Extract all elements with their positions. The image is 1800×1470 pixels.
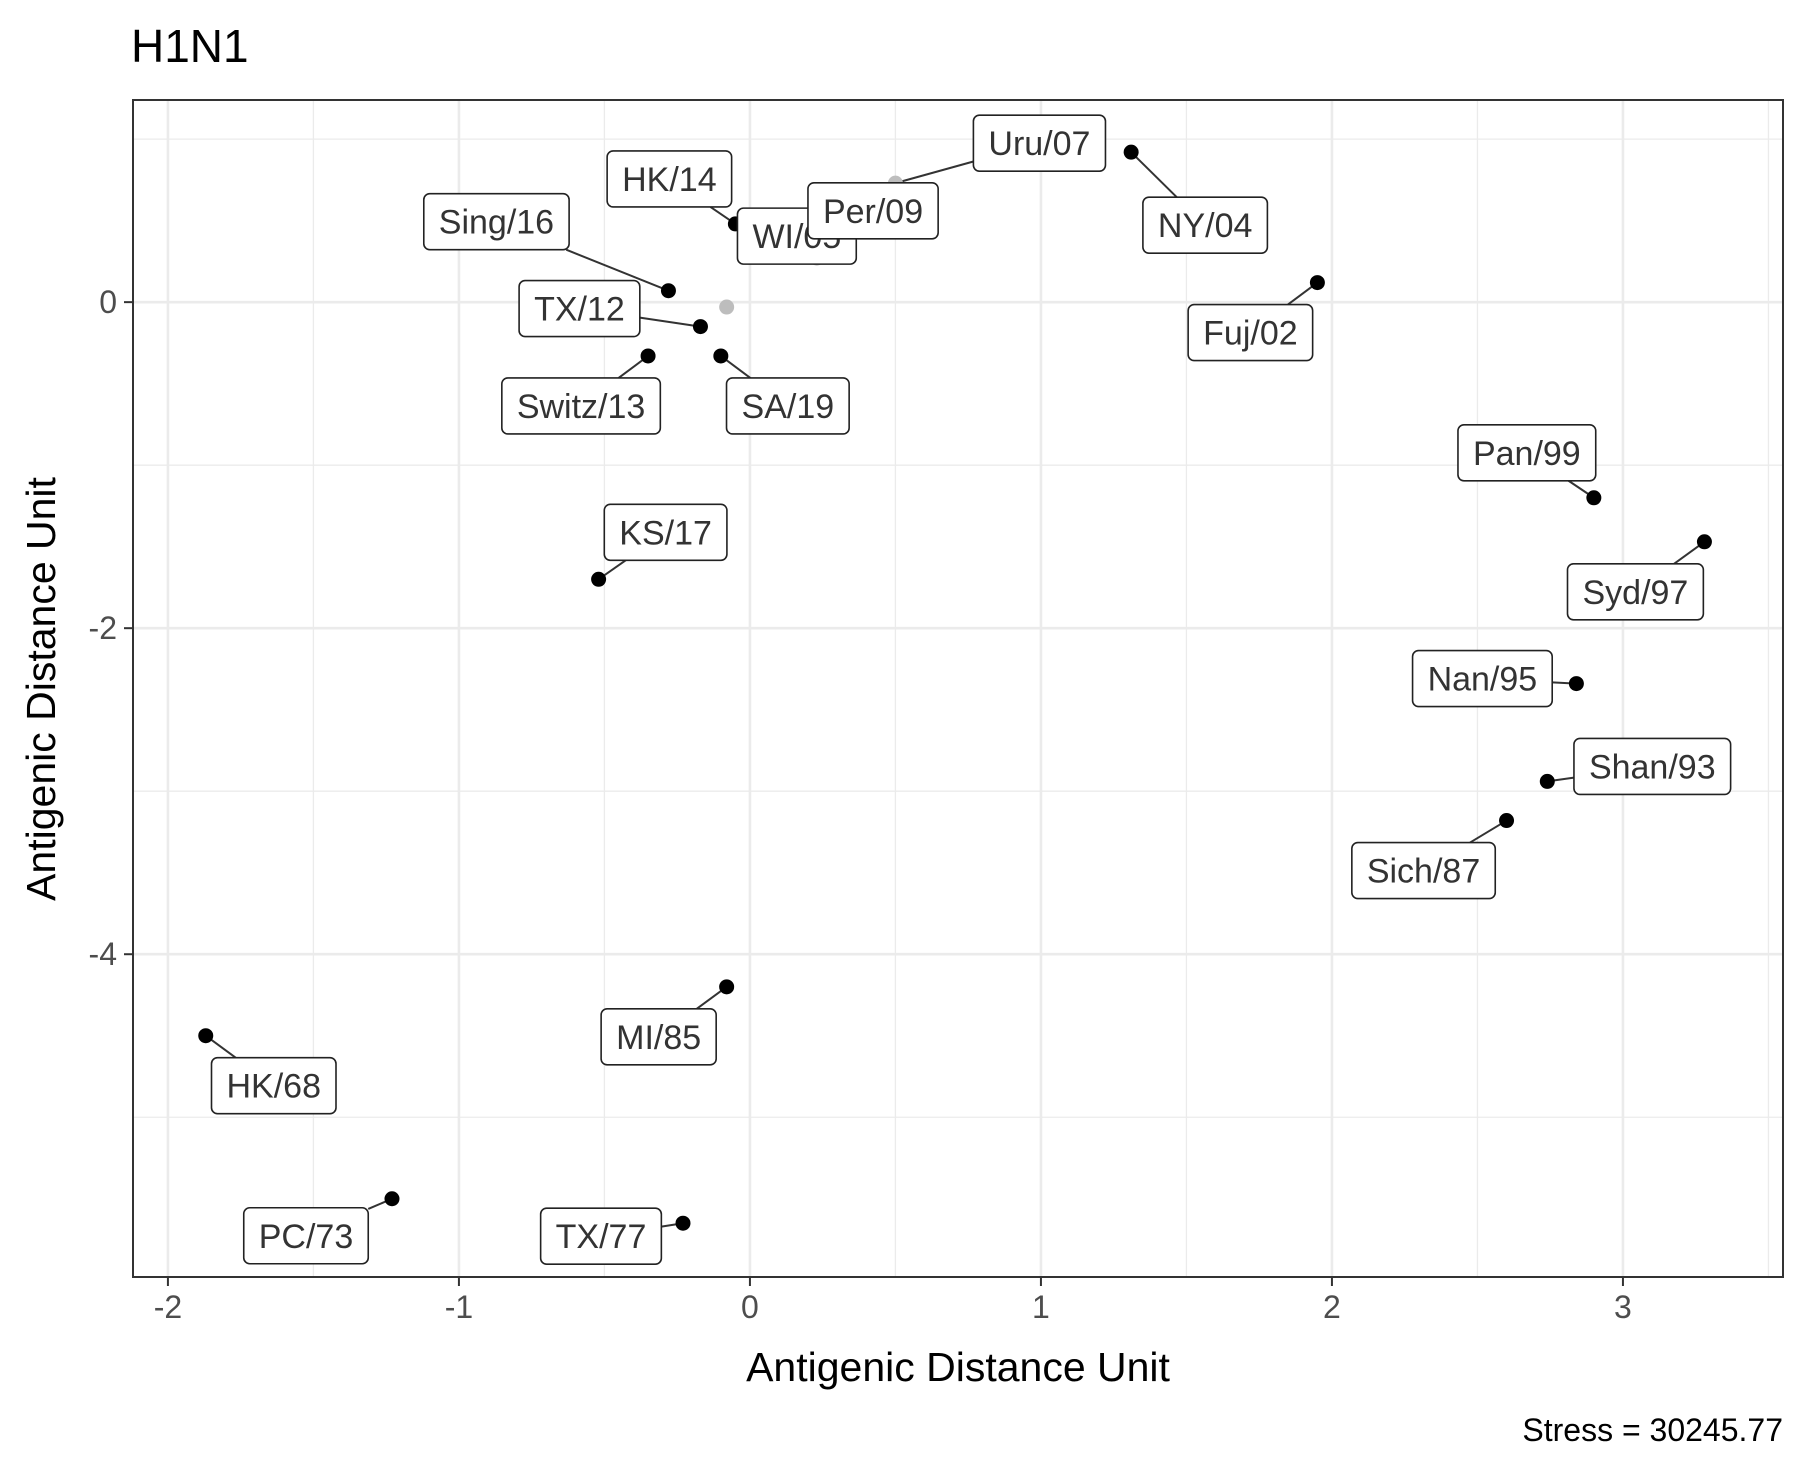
point-label: Sing/16 <box>422 192 570 251</box>
label-box <box>1411 649 1554 708</box>
data-point <box>1539 773 1555 789</box>
point-label: SA/19 <box>725 377 850 435</box>
point-label: MI/85 <box>600 1008 717 1066</box>
label-text: Nan/95 <box>1428 661 1538 699</box>
label-text: SA/19 <box>742 388 835 426</box>
label-box <box>725 377 850 435</box>
label-text: HK/14 <box>622 161 717 199</box>
point-label: Uru/07 <box>972 114 1107 172</box>
chart-title: H1N1 <box>131 20 249 72</box>
label-box <box>1573 737 1732 796</box>
label-text: KS/17 <box>619 514 712 552</box>
data-point <box>1309 275 1325 291</box>
y-tick-label: -2 <box>89 610 117 646</box>
point-label: HK/14 <box>606 150 733 208</box>
label-text: PC/73 <box>259 1218 354 1256</box>
label-text: HK/68 <box>227 1068 322 1106</box>
data-point <box>675 1215 691 1231</box>
y-axis-title: Antigenic Distance Unit <box>18 476 64 900</box>
point-label: Fuj/02 <box>1187 303 1314 362</box>
x-tick-label: 2 <box>1323 1289 1341 1325</box>
label-text: Per/09 <box>823 193 923 231</box>
stress-caption: Stress = 30245.77 <box>1522 1412 1783 1448</box>
data-point <box>719 299 735 315</box>
label-text: Shan/93 <box>1589 748 1716 786</box>
data-point <box>1499 813 1515 829</box>
label-box <box>501 377 662 435</box>
x-axis-title: Antigenic Distance Unit <box>746 1344 1170 1390</box>
label-connector <box>639 316 701 328</box>
label-text: Syd/97 <box>1582 574 1688 612</box>
point-label: Per/09 <box>807 181 939 240</box>
data-point <box>591 571 607 587</box>
label-box <box>606 150 733 208</box>
data-point <box>1696 534 1712 550</box>
data-point <box>384 1191 400 1207</box>
label-connector <box>1130 151 1178 198</box>
x-tick-label: 1 <box>1032 1289 1050 1325</box>
data-point <box>719 979 735 995</box>
label-text: Uru/07 <box>988 125 1090 163</box>
panel-border <box>132 99 1784 1278</box>
label-box <box>242 1206 370 1265</box>
label-text: TX/77 <box>556 1218 647 1256</box>
point-label: HK/68 <box>210 1056 337 1115</box>
data-point <box>1123 144 1139 160</box>
data-point <box>692 319 708 335</box>
data-point <box>640 348 656 364</box>
label-box <box>210 1056 337 1115</box>
axes: -2 -1 0 1 2 3 -4 -2 0 <box>89 284 1632 1325</box>
label-box <box>422 192 570 251</box>
label-box <box>1187 303 1314 362</box>
label-box <box>600 1008 717 1066</box>
label-text: Switz/13 <box>517 388 646 426</box>
label-box <box>539 1207 663 1266</box>
x-tick-label: 0 <box>741 1289 759 1325</box>
label-connector <box>895 160 974 185</box>
point-label: Switz/13 <box>501 377 662 435</box>
label-text: Sich/87 <box>1367 853 1480 891</box>
label-box <box>972 114 1107 172</box>
label-box <box>807 181 939 240</box>
data-point <box>1568 676 1584 692</box>
label-text: TX/12 <box>534 291 625 329</box>
data-point <box>198 1028 214 1044</box>
point-label: TX/12 <box>518 279 641 338</box>
point-label: NY/04 <box>1142 196 1269 254</box>
label-box <box>1566 562 1705 621</box>
point-label: Sich/87 <box>1351 841 1497 900</box>
label-box <box>1142 196 1269 254</box>
point-label: Shan/93 <box>1573 737 1732 796</box>
data-point <box>660 283 676 299</box>
label-connector <box>565 248 669 292</box>
label-text: Fuj/02 <box>1203 315 1298 353</box>
point-label: KS/17 <box>603 503 728 562</box>
label-text: MI/85 <box>616 1019 701 1057</box>
point-labels: HK/68 PC/73 TX/77 MI/85 Sich/87 Shan/93 Nan/95… <box>210 114 1732 1266</box>
point-label: TX/77 <box>539 1207 663 1266</box>
point-label: Syd/97 <box>1566 562 1705 621</box>
data-point <box>1586 490 1602 506</box>
y-tick-label: 0 <box>99 284 117 320</box>
y-tick-label: -4 <box>89 936 117 972</box>
x-tick-label: -1 <box>445 1289 473 1325</box>
label-text: Sing/16 <box>439 204 554 242</box>
data-point <box>713 348 729 364</box>
point-label: Nan/95 <box>1411 649 1554 708</box>
point-label: Pan/99 <box>1457 423 1597 482</box>
label-box <box>1457 423 1597 482</box>
point-label: PC/73 <box>242 1206 370 1265</box>
label-text: NY/04 <box>1158 207 1253 245</box>
x-tick-label: -2 <box>154 1289 182 1325</box>
label-text: Pan/99 <box>1473 435 1581 473</box>
x-tick-label: 3 <box>1614 1289 1632 1325</box>
label-box <box>603 503 728 562</box>
label-box <box>518 279 641 338</box>
grid <box>133 100 1783 1277</box>
label-box <box>1351 841 1497 900</box>
